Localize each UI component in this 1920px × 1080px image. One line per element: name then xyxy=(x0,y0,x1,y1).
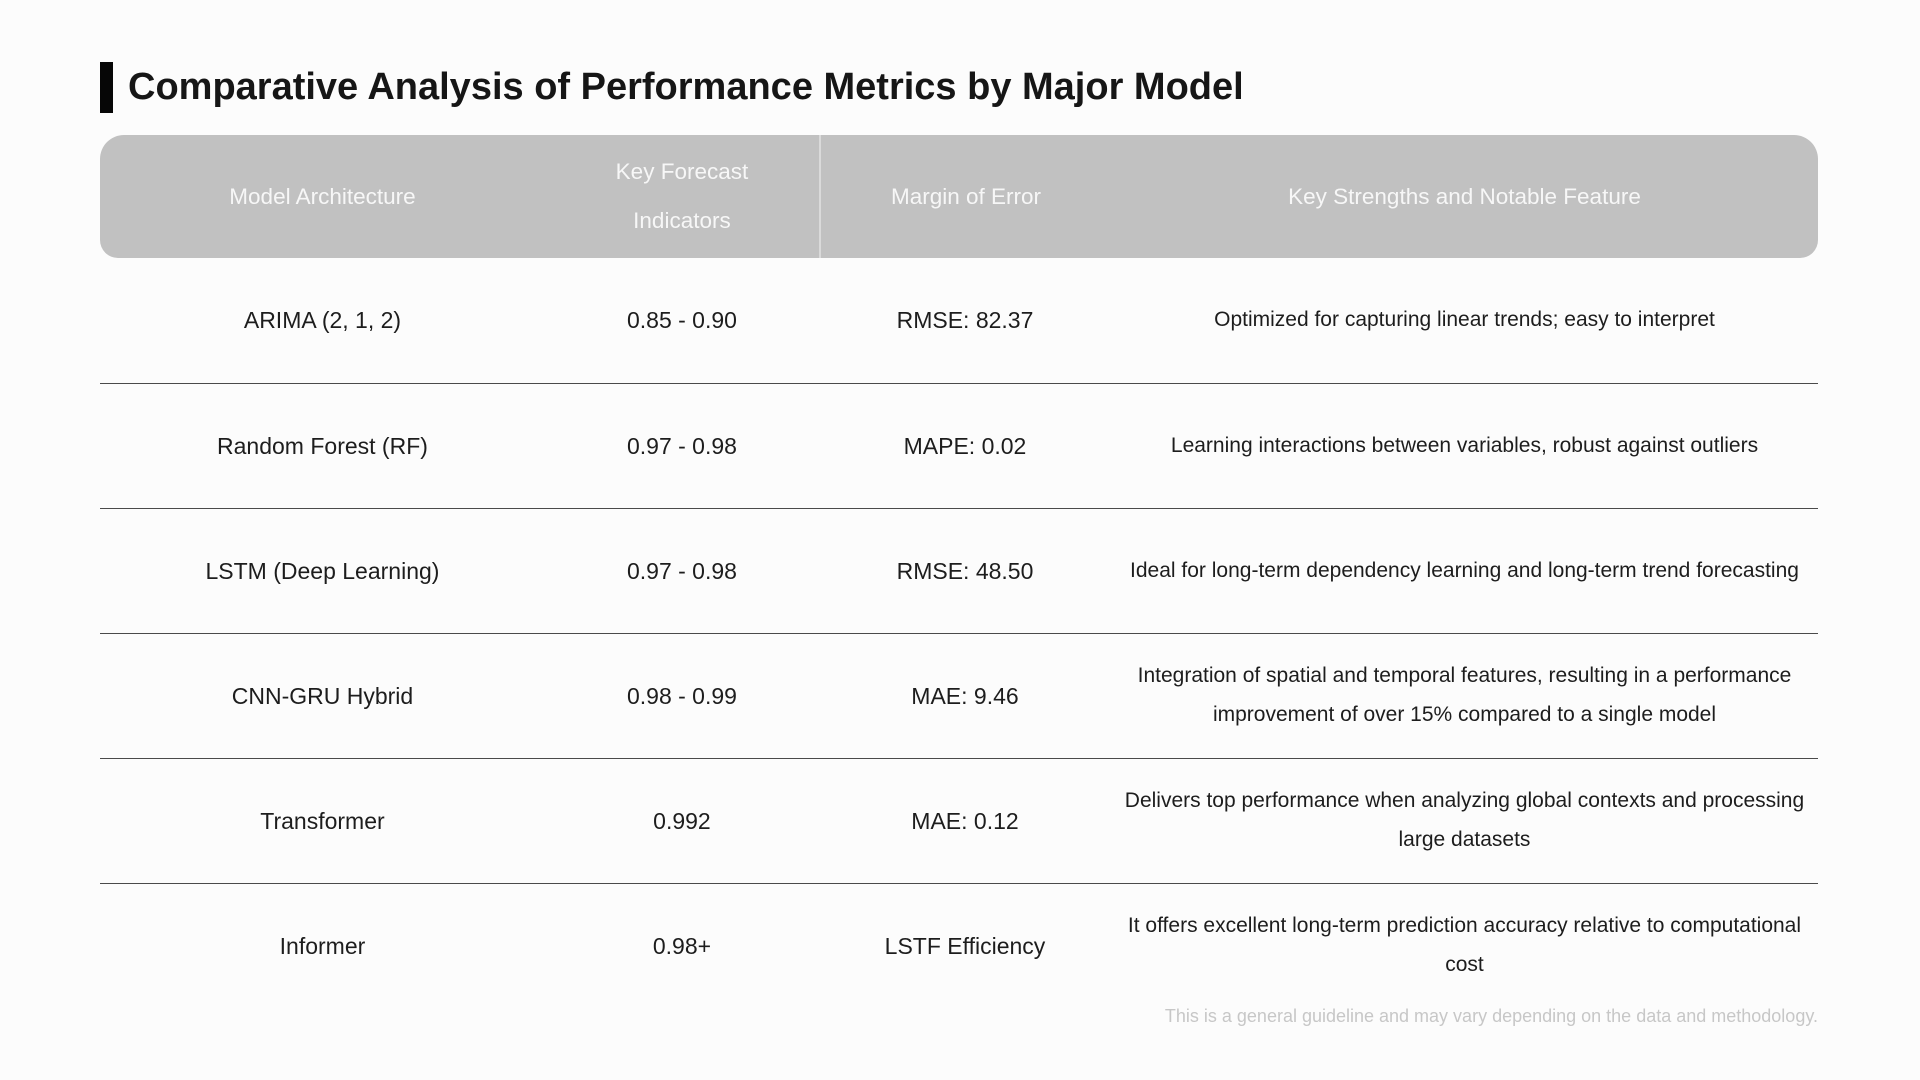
title-block: Comparative Analysis of Performance Metr… xyxy=(100,62,1244,113)
cell-margin-of-error: MAE: 0.12 xyxy=(911,807,1019,834)
table-row: Transformer 0.992 MAE: 0.12 Delivers top pe… xyxy=(100,758,1818,883)
cell-margin-of-error: LSTF Efficiency xyxy=(884,932,1046,959)
table-row: Random Forest (RF) 0.97 - 0.98 MAPE: 0.02 L… xyxy=(100,383,1818,508)
cell-key-forecast-indicators: 0.98+ xyxy=(652,932,712,959)
column-header-margin-of-error: Margin of Error xyxy=(818,135,1111,258)
cell-key-forecast-indicators: 0.85 - 0.90 xyxy=(626,307,737,333)
column-header-model-architecture: Model Architecture xyxy=(229,183,416,209)
comparison-table: Model Architecture Key Forecast Indicato… xyxy=(100,135,1818,1008)
title-accent-bar xyxy=(100,62,113,113)
cell-key-strengths: Delivers top performance when analyzing … xyxy=(1124,789,1805,851)
cell-key-strengths: Optimized for capturing linear trends; e… xyxy=(1214,308,1715,332)
cell-key-forecast-indicators: 0.97 - 0.98 xyxy=(626,557,737,584)
cell-key-strengths: Ideal for long-term dependency learning … xyxy=(1130,558,1799,582)
column-header-key-strengths: Key Strengths and Notable Feature xyxy=(1288,183,1641,209)
cell-margin-of-error: RMSE: 82.37 xyxy=(896,307,1034,333)
table-row: CNN-GRU Hybrid 0.98 - 0.99 MAE: 9.46 Integr… xyxy=(100,633,1818,758)
cell-model-architecture: CNN-GRU Hybrid xyxy=(231,682,414,709)
cell-margin-of-error: MAE: 9.46 xyxy=(911,682,1019,709)
cell-model-architecture: LSTM (Deep Learning) xyxy=(205,557,440,584)
column-header-key-forecast-indicators: Key Forecast Indicators xyxy=(545,135,819,258)
cell-model-architecture: Random Forest (RF) xyxy=(217,432,428,459)
cell-key-strengths: Integration of spatial and temporal feat… xyxy=(1137,664,1792,726)
cell-key-forecast-indicators: 0.98 - 0.99 xyxy=(626,682,737,709)
table-row: ARIMA (2, 1, 2) 0.85 - 0.90 RMSE: 82.37 Opt… xyxy=(100,258,1818,383)
cell-key-strengths: Learning interactions between variables,… xyxy=(1170,433,1759,457)
footnote: This is a general guideline and may vary… xyxy=(1164,1006,1818,1026)
page-title: Comparative Analysis of Performance Metr… xyxy=(128,66,1244,108)
cell-model-architecture: Informer xyxy=(279,932,366,959)
table-row: Informer 0.98+ LSTF Efficiency It offers ex… xyxy=(100,883,1818,1008)
cell-key-strengths: It offers excellent long-term prediction… xyxy=(1127,914,1802,976)
cell-margin-of-error: RMSE: 48.50 xyxy=(896,557,1034,584)
cell-key-forecast-indicators: 0.97 - 0.98 xyxy=(626,432,737,459)
cell-model-architecture: Transformer xyxy=(260,807,385,834)
column-header-key-forecast-indicators-label: Key Forecast Indicators xyxy=(615,159,749,233)
table-body: ARIMA (2, 1, 2) 0.85 - 0.90 RMSE: 82.37 Opt… xyxy=(100,258,1818,1008)
cell-model-architecture: ARIMA (2, 1, 2) xyxy=(243,307,402,333)
table-row: LSTM (Deep Learning) 0.97 - 0.98 RMSE: 48.… xyxy=(100,508,1818,633)
table-header-row: Model Architecture Key Forecast Indicato… xyxy=(100,135,1818,258)
cell-key-forecast-indicators: 0.992 xyxy=(653,807,711,834)
cell-margin-of-error: MAPE: 0.02 xyxy=(903,432,1027,459)
